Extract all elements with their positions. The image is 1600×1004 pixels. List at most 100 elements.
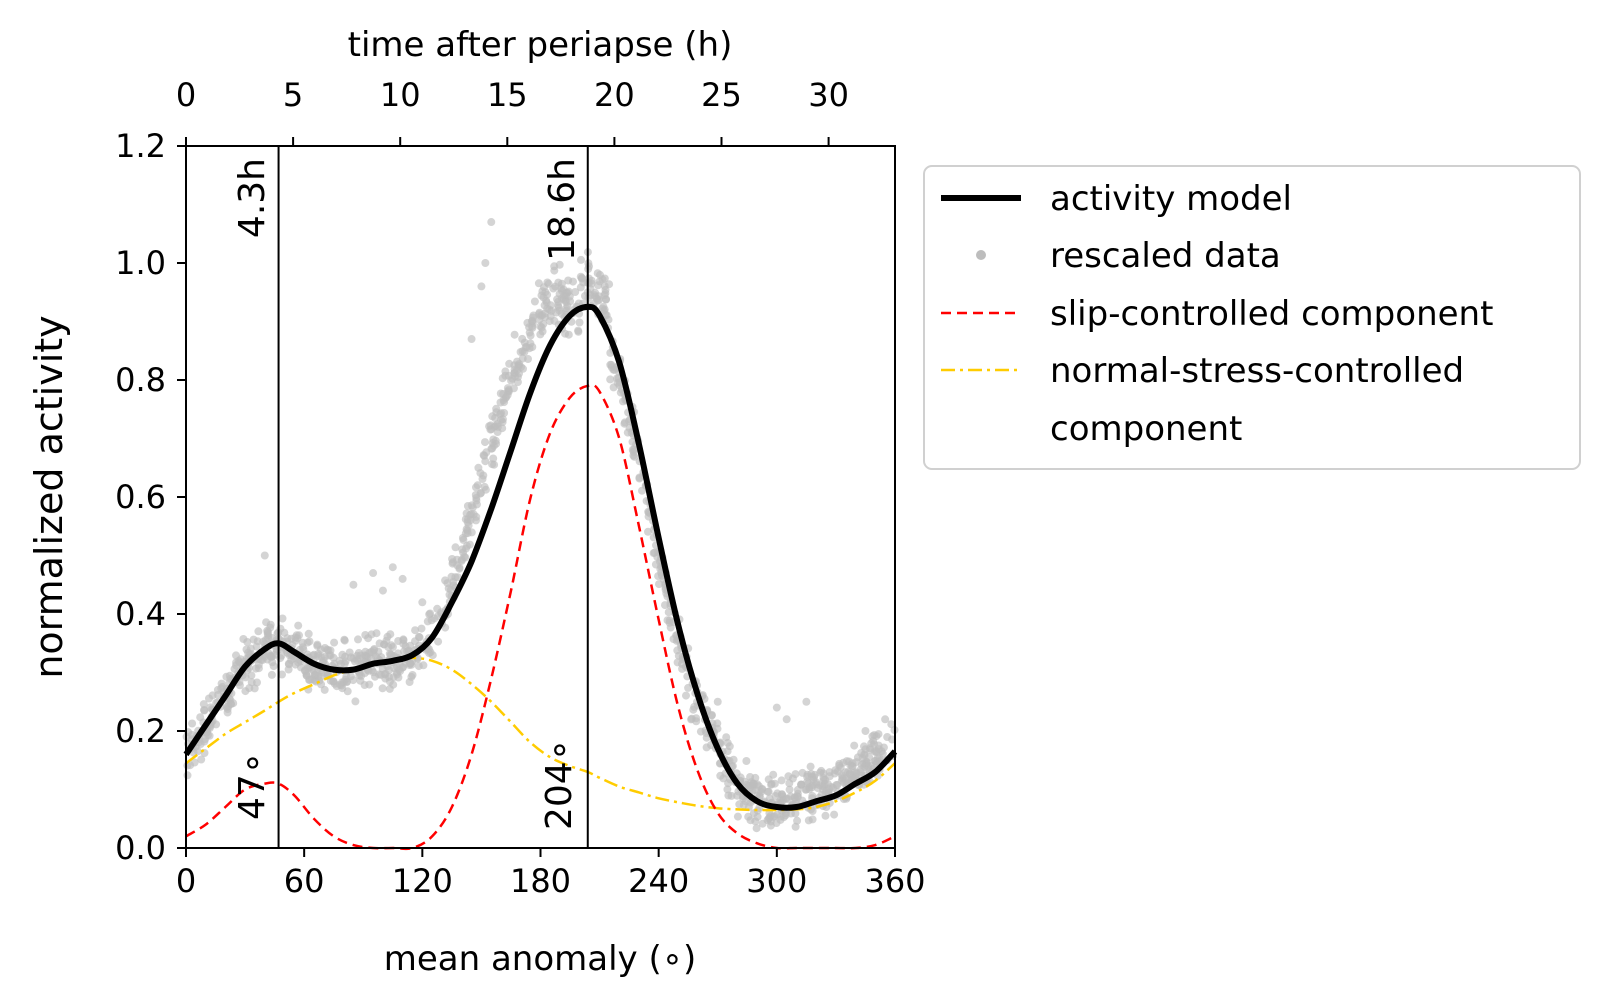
data-point [266, 620, 275, 629]
y-tick-label: 0.8 [115, 361, 166, 399]
data-point [481, 259, 490, 267]
data-point [753, 806, 762, 815]
data-point [267, 670, 276, 679]
data-point [385, 666, 394, 675]
data-point [320, 685, 329, 694]
data-point [465, 540, 474, 549]
data-point [577, 255, 585, 264]
data-point [746, 816, 755, 825]
data-point [446, 585, 455, 594]
data-point [574, 326, 583, 335]
data-point [268, 652, 276, 661]
top-x-tick-label: 10 [380, 76, 421, 114]
data-point [451, 543, 460, 552]
data-point [776, 812, 785, 821]
data-point [825, 772, 834, 781]
data-point [584, 274, 593, 283]
data-point [528, 316, 537, 325]
data-point [463, 518, 472, 527]
legend-label-activity-model: activity model [1050, 179, 1292, 219]
data-point [264, 634, 273, 643]
data-point [298, 638, 307, 647]
data-point [620, 418, 629, 427]
data-point [414, 662, 423, 671]
data-point [874, 741, 883, 750]
data-point [335, 656, 344, 665]
data-point [513, 357, 522, 366]
vline-label-47-angle: 47∘ [232, 752, 273, 820]
data-point [232, 661, 240, 670]
data-point [793, 785, 802, 794]
legend-box [923, 165, 1581, 470]
data-point [473, 481, 482, 490]
data-point [772, 703, 781, 712]
data-point [291, 660, 300, 669]
x-tick-label: 120 [392, 862, 453, 900]
data-point [848, 762, 857, 771]
data-point [719, 774, 728, 783]
data-point [196, 713, 205, 722]
data-point [365, 680, 374, 689]
data-point [865, 753, 874, 762]
series-line-normal-stress [185, 656, 896, 812]
data-point [576, 272, 585, 281]
x-tick-label: 0 [176, 862, 196, 900]
data-point [850, 741, 859, 750]
data-point [830, 810, 839, 819]
x-tick-label: 180 [510, 862, 571, 900]
data-point [455, 563, 464, 572]
data-point [481, 457, 490, 466]
data-point [593, 269, 602, 278]
data-point [739, 800, 748, 809]
data-point [408, 671, 417, 679]
data-point [702, 743, 711, 752]
data-point [689, 705, 698, 714]
data-point [417, 624, 426, 633]
data-point [510, 330, 519, 339]
axes-layer: 0 60 120 180 240 300 360 0 5 10 15 20 25 30 0.0 0.2 0.4 0… [115, 76, 925, 900]
data-point [278, 614, 287, 623]
legend: activity model rescaled data slip-contro… [923, 165, 1581, 470]
data-point [488, 460, 497, 469]
data-point [364, 634, 373, 643]
data-point [820, 779, 829, 788]
data-point [254, 664, 263, 673]
data-point [575, 318, 584, 327]
data-point [551, 282, 560, 291]
data-point [479, 451, 488, 460]
data-point [481, 438, 489, 447]
data-point [232, 651, 240, 660]
data-point [487, 218, 496, 227]
data-point [493, 428, 502, 436]
top-x-tick-label: 30 [808, 76, 849, 114]
x-tick-label: 240 [628, 862, 689, 900]
data-point [562, 306, 571, 315]
data-point [769, 770, 778, 779]
y-tick-label: 0.6 [115, 478, 166, 516]
data-point [330, 638, 339, 647]
data-point [463, 502, 472, 510]
vline-label-204-time: 18.6h [542, 158, 583, 261]
data-point [750, 779, 759, 788]
data-point [779, 796, 788, 805]
data-point [802, 697, 811, 706]
x-tick-label: 360 [864, 862, 925, 900]
data-point [752, 824, 761, 833]
data-point [411, 626, 420, 635]
data-point [183, 771, 192, 780]
data-point [398, 574, 407, 583]
data-point [511, 372, 520, 381]
data-point [188, 719, 197, 728]
data-point [630, 452, 639, 461]
data-point [488, 412, 497, 421]
data-point [601, 285, 610, 294]
data-point [351, 697, 360, 706]
data-point [564, 330, 573, 339]
data-point [518, 334, 527, 343]
data-point [253, 678, 261, 687]
data-point [550, 316, 559, 325]
data-point [243, 638, 252, 646]
data-point [764, 814, 773, 823]
legend-label-slip-controlled: slip-controlled component [1050, 294, 1493, 334]
data-point [476, 469, 485, 478]
